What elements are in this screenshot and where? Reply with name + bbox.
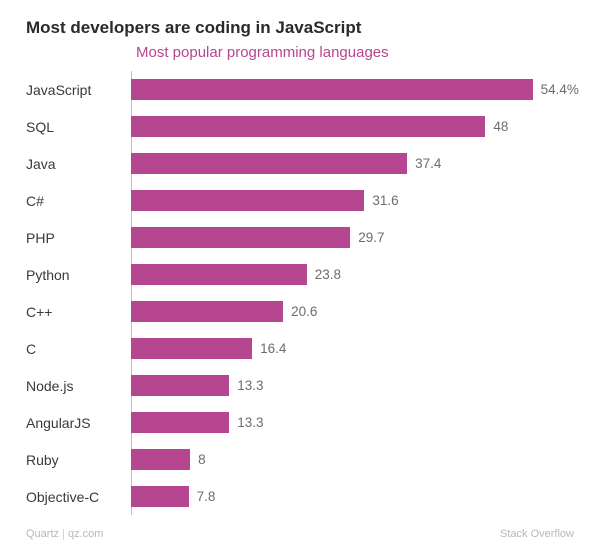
bar-value: 7.8	[197, 489, 216, 504]
footer-left: Quartz | qz.com	[26, 528, 103, 540]
bar-zone: 20.6	[131, 293, 574, 330]
bar	[131, 338, 252, 359]
bar-row: C# 31.6	[26, 182, 574, 219]
bar-value: 48	[493, 119, 508, 134]
bar-value: 37.4	[415, 156, 441, 171]
bar-chart: JavaScript54.4% SQL 48 Java 37.4 C# 31.6 PHP 29.…	[26, 71, 574, 515]
bar-label: Python	[26, 267, 131, 283]
bar-label: C#	[26, 193, 131, 209]
bar-label: SQL	[26, 119, 131, 135]
bar-zone: 31.6	[131, 182, 574, 219]
footer-url: qz.com	[68, 528, 103, 540]
bar	[131, 375, 229, 396]
bar-label: C	[26, 341, 131, 357]
bar-row: SQL 48	[26, 108, 574, 145]
bar-label: PHP	[26, 230, 131, 246]
bar-value: 13.3	[237, 378, 263, 393]
bar	[131, 190, 364, 211]
bar	[131, 79, 533, 100]
bar-row: Python 23.8	[26, 256, 574, 293]
bar-zone: 48	[131, 108, 574, 145]
bar-row: Ruby 8	[26, 441, 574, 478]
chart-footer: Quartz | qz.com Stack Overflow	[26, 528, 574, 540]
bar-zone: 13.3	[131, 367, 574, 404]
bar-zone: 16.4	[131, 330, 574, 367]
bar-label: Ruby	[26, 452, 131, 468]
bar-zone: 37.4	[131, 145, 574, 182]
bar-label: C++	[26, 304, 131, 320]
bar-value: 13.3	[237, 415, 263, 430]
bar-zone: 29.7	[131, 219, 574, 256]
bar	[131, 116, 485, 137]
bar-zone: 23.8	[131, 256, 574, 293]
bar	[131, 227, 350, 248]
bar-row: AngularJS 13.3	[26, 404, 574, 441]
bar-row: Objective-C 7.8	[26, 478, 574, 515]
bar	[131, 301, 283, 322]
bar-value: 54.4%	[541, 82, 579, 97]
bar-zone: 7.8	[131, 478, 574, 515]
bar-zone: 54.4%	[131, 71, 579, 108]
bar-zone: 8	[131, 441, 574, 478]
bar-label: Node.js	[26, 378, 131, 394]
bar	[131, 412, 229, 433]
bar-zone: 13.3	[131, 404, 574, 441]
bar-label: Java	[26, 156, 131, 172]
chart-subtitle: Most popular programming languages	[26, 44, 574, 61]
bar	[131, 153, 407, 174]
footer-right: Stack Overflow	[500, 528, 574, 540]
bar-label: AngularJS	[26, 415, 131, 431]
bar-value: 29.7	[358, 230, 384, 245]
bar-row: Node.js 13.3	[26, 367, 574, 404]
bar-value: 20.6	[291, 304, 317, 319]
bar-label: JavaScript	[26, 82, 131, 98]
bar-value: 31.6	[372, 193, 398, 208]
bar	[131, 449, 190, 470]
bar-label: Objective-C	[26, 489, 131, 505]
bar	[131, 264, 307, 285]
bar-row: C++ 20.6	[26, 293, 574, 330]
bar-row: Java 37.4	[26, 145, 574, 182]
bar	[131, 486, 189, 507]
bar-value: 16.4	[260, 341, 286, 356]
chart-title: Most developers are coding in JavaScript	[26, 18, 574, 38]
bar-row: PHP 29.7	[26, 219, 574, 256]
bar-value: 23.8	[315, 267, 341, 282]
bar-row: JavaScript54.4%	[26, 71, 574, 108]
bar-row: C 16.4	[26, 330, 574, 367]
bar-value: 8	[198, 452, 206, 467]
footer-source: Quartz	[26, 528, 59, 540]
